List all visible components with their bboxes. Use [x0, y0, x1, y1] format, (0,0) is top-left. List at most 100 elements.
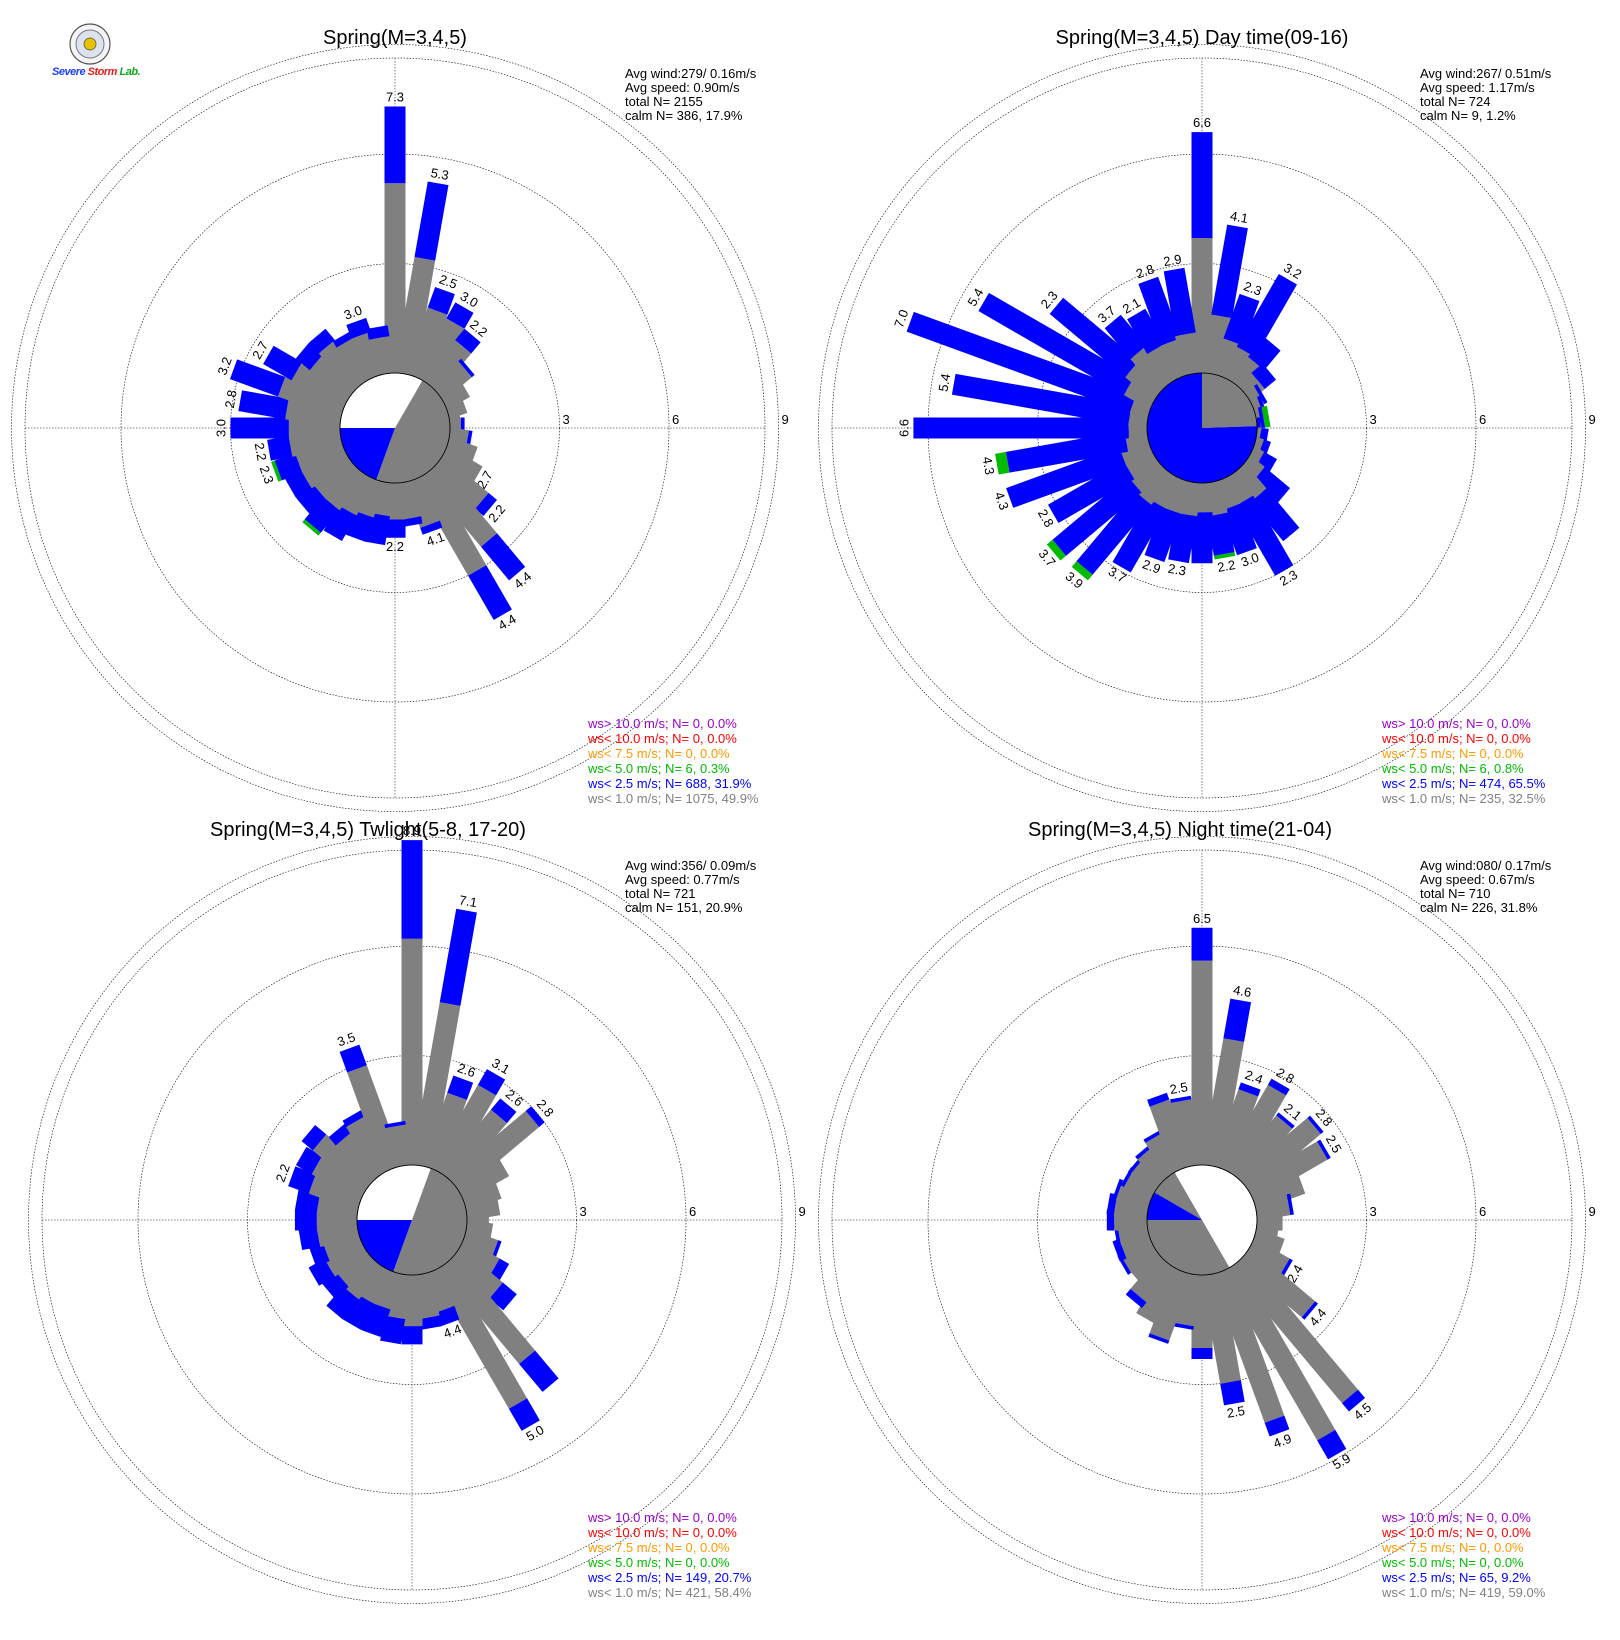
bar-blue-50 — [1251, 363, 1277, 389]
stats-line: total N= 2155 — [625, 94, 703, 109]
ring-label: 9 — [782, 412, 789, 427]
bar-blue-0 — [384, 106, 406, 184]
stats-line: Avg wind:267/ 0.51m/s — [1420, 66, 1552, 81]
bar-gray-20 — [403, 307, 448, 380]
legend-entry: ws< 5.0 m/s; N= 0, 0.0% — [1381, 1555, 1524, 1570]
stats-line: Avg wind:356/ 0.09m/s — [625, 858, 757, 873]
bar-label-260: 4.3 — [980, 455, 998, 475]
bar-gray-300 — [291, 362, 353, 410]
stats-line: calm N= 9, 1.2% — [1420, 108, 1516, 123]
bar-label-180: 2.2 — [386, 539, 404, 554]
bar-label-170: 2.2 — [1216, 557, 1236, 575]
bar-gray-310 — [1125, 361, 1167, 401]
bar-label-20: 2.6 — [455, 1060, 477, 1080]
panel-title: Spring(M=3,4,5) Night time(21-04) — [1028, 819, 1332, 841]
bar-gray-40 — [439, 1109, 508, 1185]
bar-green-80 — [1261, 405, 1271, 428]
bar-gray-210 — [338, 470, 377, 516]
bar-blue-140 — [1250, 488, 1300, 542]
bar-blue-240 — [1047, 461, 1135, 523]
bar-gray-0 — [384, 183, 406, 373]
bar-blue-10 — [414, 181, 449, 261]
bar-gray-30 — [413, 318, 465, 386]
bar-label-350: 2.5 — [1169, 1079, 1189, 1097]
panel-title: Spring(M=3,4,5) Twlight(5-8, 17-20) — [210, 819, 526, 841]
bar-blue-330 — [342, 1110, 365, 1128]
stats-line: total N= 721 — [625, 886, 695, 901]
bar-label-260: 2.2 — [252, 441, 270, 461]
bar-blue-310 — [1049, 297, 1139, 378]
calm-outline — [356, 1164, 468, 1276]
bar-blue-300 — [263, 345, 303, 381]
bar-label-0: 7.3 — [386, 90, 404, 105]
bar-label-160: 3.0 — [1239, 550, 1261, 570]
legend-entry: ws< 7.5 m/s; N= 0, 0.0% — [587, 746, 730, 761]
bar-gray-290 — [308, 1173, 364, 1212]
bar-blue-270 — [294, 1209, 317, 1231]
calm-slice-gray — [376, 380, 451, 484]
bar-blue-180 — [1191, 512, 1213, 564]
stats-line: Avg speed: 0.67m/s — [1420, 872, 1535, 887]
bar-gray-150 — [1220, 1262, 1336, 1441]
legend-entry: ws< 1.0 m/s; N= 1075, 49.9% — [587, 791, 759, 806]
legend-entry: ws> 10.0 m/s; N= 0, 0.0% — [1381, 716, 1531, 731]
bar-gray-140 — [422, 463, 498, 547]
ring-label: 9 — [1589, 1204, 1596, 1219]
bar-gray-300 — [1123, 1168, 1160, 1202]
bar-blue-210 — [342, 1293, 376, 1330]
bar-gray-120 — [1244, 1238, 1290, 1277]
bar-blue-300 — [295, 1146, 323, 1175]
legend-entry: ws< 10.0 m/s; N= 0, 0.0% — [587, 1525, 737, 1540]
legend-entry: ws> 10.0 m/s; N= 0, 0.0% — [587, 716, 737, 731]
bar-blue-220 — [326, 1286, 359, 1320]
calm-slice-blue — [1147, 373, 1257, 483]
bar-blue-170 — [1220, 1380, 1245, 1406]
bar-blue-140 — [1341, 1389, 1366, 1412]
bar-blue-50 — [525, 1106, 545, 1127]
bar-blue-80 — [1257, 406, 1266, 429]
bar-label-10: 4.6 — [1232, 982, 1252, 1000]
bar-gray-120 — [454, 1238, 500, 1277]
bar-gray-20 — [1210, 1089, 1259, 1172]
bar-blue-130 — [1301, 1301, 1318, 1320]
bar-blue-30 — [477, 1069, 506, 1096]
bar-gray-210 — [357, 1262, 394, 1305]
bar-blue-260 — [267, 436, 293, 461]
legend-entry: ws< 2.5 m/s; N= 474, 65.5% — [1381, 776, 1546, 791]
bar-blue-310 — [301, 1124, 327, 1151]
bar-blue-350 — [366, 325, 390, 340]
calm-outline — [339, 372, 451, 484]
bar-label-340: 2.8 — [1134, 261, 1156, 281]
bar-blue-330 — [332, 330, 355, 348]
bar-label-290: 3.2 — [214, 355, 234, 377]
bar-green-220 — [1071, 561, 1093, 581]
bar-label-290: 7.0 — [891, 307, 911, 329]
bar-gray-30 — [430, 1084, 497, 1178]
bar-blue-60 — [1317, 1139, 1331, 1160]
bar-blue-140 — [519, 1350, 559, 1392]
legend-entry: ws< 7.5 m/s; N= 0, 0.0% — [1381, 746, 1524, 761]
bar-blue-150 — [468, 565, 512, 620]
bar-gray-310 — [312, 1134, 377, 1193]
ring-label: 3 — [1370, 1204, 1377, 1219]
bar-label-20: 2.3 — [1242, 278, 1264, 298]
bar-blue-170 — [400, 516, 423, 528]
legend-entry: ws< 2.5 m/s; N= 688, 31.9% — [587, 776, 752, 791]
legend-entry: ws< 1.0 m/s; N= 421, 58.4% — [587, 1585, 752, 1600]
bar-blue-280 — [294, 1189, 321, 1214]
stats-line: Avg wind:279/ 0.16m/s — [625, 66, 757, 81]
bar-label-20: 2.5 — [437, 272, 459, 292]
windrose-panel-1: 3 6 97.35.32.53.02.22.72.24.44.44.12.22.32… — [11, 27, 789, 812]
bar-blue-340 — [1138, 276, 1181, 346]
bar-label-190: 2.3 — [1167, 561, 1187, 579]
bar-blue-320 — [328, 1123, 352, 1146]
logo-seal-icon — [69, 23, 111, 65]
legend-entry: ws> 10.0 m/s; N= 0, 0.0% — [587, 1510, 737, 1525]
bar-green-230 — [1046, 539, 1066, 561]
bar-gray-40 — [1229, 356, 1265, 393]
calm-slice-blue — [1147, 1192, 1202, 1220]
bar-blue-20 — [427, 286, 455, 315]
bar-blue-40 — [455, 328, 481, 354]
stats-line: calm N= 386, 17.9% — [625, 108, 743, 123]
bar-green-260 — [995, 451, 1010, 475]
